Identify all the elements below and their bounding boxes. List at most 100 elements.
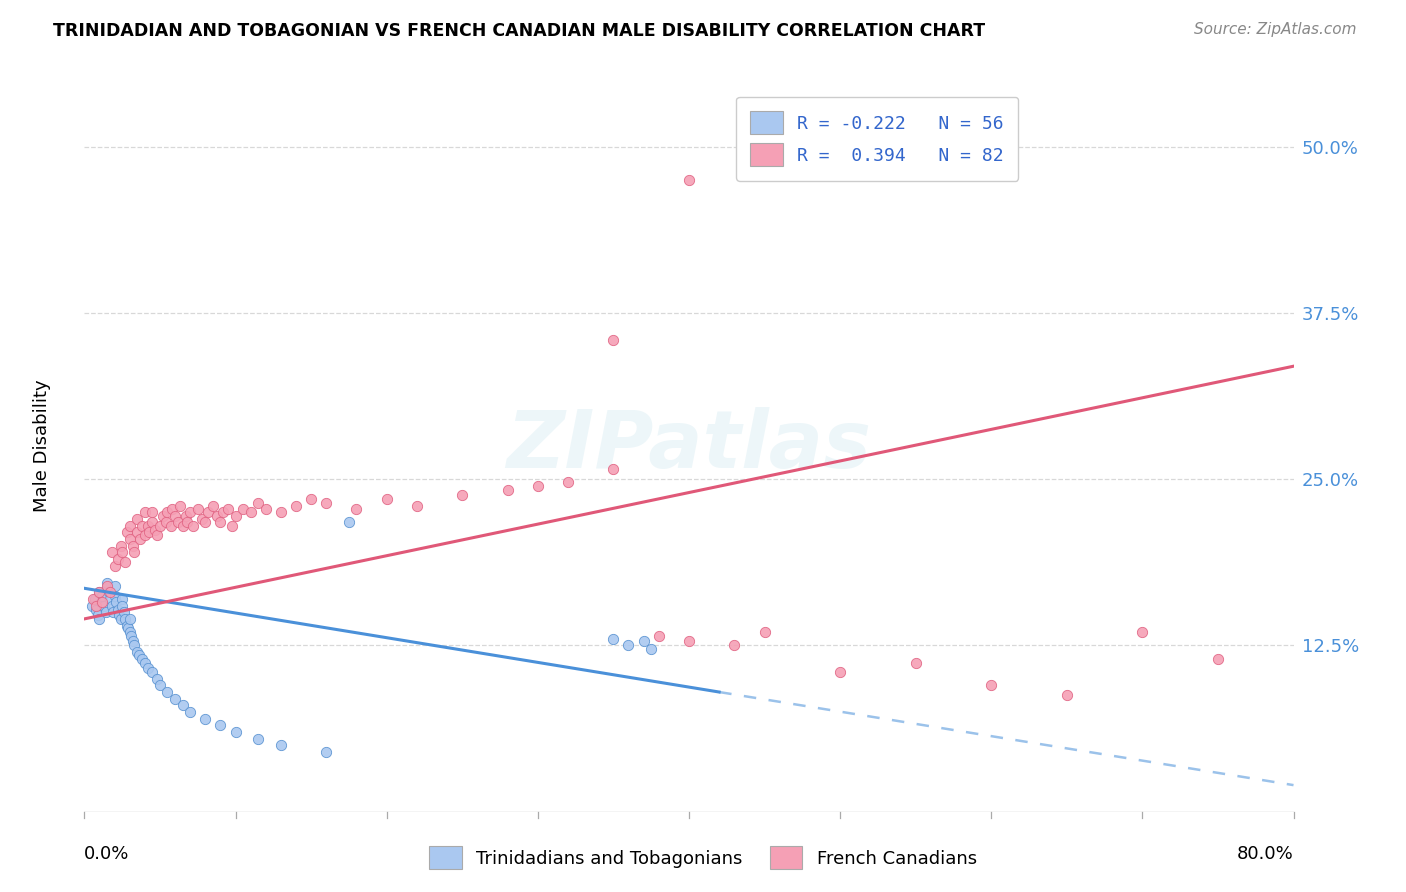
Point (194, 515, 217, 529)
Text: ZIPatlas: ZIPatlas (506, 407, 872, 485)
Point (128, 648, 150, 662)
Point (141, 506, 163, 520)
Point (121, 539, 143, 553)
Point (107, 552, 129, 566)
Point (115, 525, 138, 540)
Point (82, 591, 104, 606)
Point (225, 725, 247, 739)
Point (96, 582, 118, 596)
Point (105, 594, 128, 608)
Point (181, 518, 204, 533)
Point (723, 639, 745, 653)
Point (89, 585, 111, 599)
Point (89, 585, 111, 599)
Point (557, 475, 579, 489)
Point (98, 591, 121, 606)
Point (84, 591, 107, 606)
Point (122, 545, 145, 559)
Point (980, 678, 1002, 692)
Point (904, 656, 927, 670)
Point (602, 632, 624, 646)
Point (87, 607, 110, 622)
Point (315, 745, 337, 759)
Point (111, 545, 134, 559)
Text: Source: ZipAtlas.com: Source: ZipAtlas.com (1194, 22, 1357, 37)
Point (112, 605, 135, 619)
Point (110, 539, 132, 553)
Point (114, 612, 136, 626)
Point (217, 501, 239, 516)
Point (247, 496, 270, 510)
Point (80, 599, 103, 613)
Legend: R = -0.222   N = 56, R =  0.394   N = 82: R = -0.222 N = 56, R = 0.394 N = 82 (735, 96, 1018, 181)
Point (155, 515, 177, 529)
Point (138, 525, 160, 540)
Point (94, 605, 117, 619)
Point (96, 576, 118, 591)
Point (648, 629, 671, 643)
Point (212, 506, 235, 520)
Point (104, 589, 127, 603)
Point (118, 518, 141, 533)
Point (315, 496, 337, 510)
Point (209, 515, 232, 529)
Point (156, 685, 179, 699)
Point (134, 506, 156, 520)
Point (111, 599, 134, 613)
Point (97, 585, 120, 599)
Point (100, 545, 122, 559)
Point (633, 634, 655, 648)
Point (270, 738, 292, 752)
Point (678, 634, 700, 648)
Point (209, 718, 232, 732)
Point (146, 672, 169, 686)
Point (110, 612, 132, 626)
Point (160, 501, 183, 516)
Point (346, 501, 368, 516)
Point (254, 501, 277, 516)
Point (165, 691, 187, 706)
Point (149, 518, 172, 533)
Point (145, 523, 167, 537)
Point (678, 173, 700, 187)
Point (90, 594, 112, 608)
Point (299, 492, 322, 507)
Point (131, 518, 153, 533)
Point (1130, 625, 1153, 640)
Point (617, 639, 640, 653)
Point (602, 333, 624, 347)
Point (100, 599, 122, 613)
Point (527, 479, 550, 493)
Point (127, 512, 149, 526)
Point (141, 515, 163, 529)
Point (104, 558, 127, 573)
Point (156, 506, 179, 520)
Text: Male Disability: Male Disability (32, 380, 51, 512)
Point (121, 634, 143, 648)
Point (159, 518, 181, 533)
Point (91, 594, 114, 608)
Point (111, 591, 134, 606)
Point (179, 705, 201, 719)
Point (172, 518, 194, 533)
Point (191, 512, 214, 526)
Point (754, 625, 776, 640)
Text: 0.0%: 0.0% (84, 845, 129, 863)
Point (127, 525, 149, 540)
Point (640, 642, 662, 657)
Point (169, 499, 191, 513)
Point (172, 698, 194, 713)
Point (337, 515, 360, 529)
Point (136, 661, 159, 675)
Point (149, 678, 172, 692)
Point (89, 612, 111, 626)
Point (134, 528, 156, 542)
Point (375, 492, 398, 507)
Point (101, 605, 124, 619)
Point (1056, 688, 1078, 702)
Text: 80.0%: 80.0% (1237, 845, 1294, 863)
Point (179, 506, 201, 520)
Point (122, 639, 145, 653)
Point (127, 645, 149, 659)
Point (104, 579, 127, 593)
